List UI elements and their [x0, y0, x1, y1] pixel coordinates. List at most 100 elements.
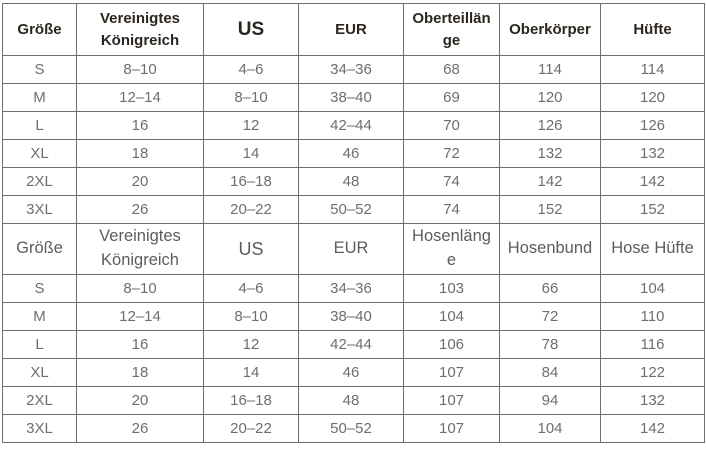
column-header-size: Größe: [2, 3, 77, 56]
table-cell: 46: [298, 139, 404, 168]
table-cell: 94: [499, 385, 601, 415]
table-cell: 103: [403, 273, 500, 303]
column-header-eur: EUR: [298, 3, 404, 56]
column-header-uk: Vereinigtes Königreich: [76, 3, 204, 56]
size-label: S: [2, 55, 77, 84]
table-cell: 110: [600, 301, 705, 331]
size-label: S: [2, 273, 77, 303]
column-header-pants-length: Hosenlänge: [403, 223, 500, 275]
bottom-header-row: Größe Vereinigtes Königreich US EUR Hose…: [2, 223, 705, 275]
column-header-pants-waist: Hosenbund: [499, 223, 601, 275]
table-cell: 26: [76, 413, 204, 443]
table-row-bottom-xl: XL 18 14 46 107 84 122: [2, 357, 705, 387]
table-cell: 16: [76, 111, 204, 140]
table-cell: 68: [403, 55, 500, 84]
table-cell: 104: [403, 301, 500, 331]
column-header-uk: Vereinigtes Königreich: [76, 223, 204, 275]
table-cell: 142: [499, 167, 601, 196]
table-cell: 120: [600, 83, 705, 112]
table-cell: 8–10: [76, 273, 204, 303]
table-cell: 18: [76, 357, 204, 387]
table-cell: 74: [403, 167, 500, 196]
table-cell: 8–10: [203, 83, 299, 112]
table-cell: 104: [499, 413, 601, 443]
table-row-bottom-3xl: 3XL 26 20–22 50–52 107 104 142: [2, 413, 705, 443]
table-cell: 152: [600, 195, 705, 224]
table-cell: 48: [298, 385, 404, 415]
table-cell: 104: [600, 273, 705, 303]
table-cell: 66: [499, 273, 601, 303]
table-row-bottom-2xl: 2XL 20 16–18 48 107 94 132: [2, 385, 705, 415]
size-label: XL: [2, 139, 77, 168]
column-header-top-length: Oberteillänge: [403, 3, 500, 56]
table-cell: 14: [203, 139, 299, 168]
table-cell: 18: [76, 139, 204, 168]
table-cell: 106: [403, 329, 500, 359]
table-cell: 12–14: [76, 301, 204, 331]
table-cell: 42–44: [298, 329, 404, 359]
table-cell: 16–18: [203, 385, 299, 415]
table-cell: 142: [600, 413, 705, 443]
table-cell: 20–22: [203, 413, 299, 443]
table-cell: 122: [600, 357, 705, 387]
table-cell: 20: [76, 167, 204, 196]
table-row-bottom-l: L 16 12 42–44 106 78 116: [2, 329, 705, 359]
table-row-top-l: L 16 12 42–44 70 126 126: [2, 111, 705, 140]
top-header-row: Größe Vereinigtes Königreich US EUR Ober…: [2, 3, 705, 56]
table-cell: 142: [600, 167, 705, 196]
size-label: XL: [2, 357, 77, 387]
size-label: M: [2, 301, 77, 331]
table-row-top-3xl: 3XL 26 20–22 50–52 74 152 152: [2, 195, 705, 224]
column-header-pants-hip: Hose Hüfte: [600, 223, 705, 275]
table-cell: 72: [499, 301, 601, 331]
table-cell: 20: [76, 385, 204, 415]
table-cell: 72: [403, 139, 500, 168]
table-cell: 12–14: [76, 83, 204, 112]
size-label: 2XL: [2, 167, 77, 196]
table-cell: 12: [203, 329, 299, 359]
table-cell: 70: [403, 111, 500, 140]
size-label: L: [2, 329, 77, 359]
table-row-top-xl: XL 18 14 46 72 132 132: [2, 139, 705, 168]
table-row-bottom-s: S 8–10 4–6 34–36 103 66 104: [2, 273, 705, 303]
table-row-top-2xl: 2XL 20 16–18 48 74 142 142: [2, 167, 705, 196]
table-cell: 69: [403, 83, 500, 112]
size-label: L: [2, 111, 77, 140]
table-cell: 120: [499, 83, 601, 112]
table-cell: 107: [403, 385, 500, 415]
size-label: 2XL: [2, 385, 77, 415]
table-cell: 132: [499, 139, 601, 168]
table-cell: 107: [403, 357, 500, 387]
table-cell: 48: [298, 167, 404, 196]
table-cell: 26: [76, 195, 204, 224]
table-cell: 74: [403, 195, 500, 224]
column-header-size: Größe: [2, 223, 77, 275]
table-cell: 114: [600, 55, 705, 84]
table-cell: 116: [600, 329, 705, 359]
table-cell: 126: [499, 111, 601, 140]
table-row-bottom-m: M 12–14 8–10 38–40 104 72 110: [2, 301, 705, 331]
table-cell: 20–22: [203, 195, 299, 224]
table-cell: 42–44: [298, 111, 404, 140]
table-cell: 12: [203, 111, 299, 140]
table-cell: 34–36: [298, 55, 404, 84]
table-cell: 132: [600, 139, 705, 168]
table-cell: 34–36: [298, 273, 404, 303]
table-cell: 50–52: [298, 413, 404, 443]
table-cell: 16–18: [203, 167, 299, 196]
table-cell: 38–40: [298, 301, 404, 331]
size-chart-table: Größe Vereinigtes Königreich US EUR Ober…: [2, 3, 705, 443]
table-cell: 84: [499, 357, 601, 387]
table-cell: 152: [499, 195, 601, 224]
size-label: 3XL: [2, 413, 77, 443]
column-header-us: US: [203, 223, 299, 275]
table-cell: 46: [298, 357, 404, 387]
table-cell: 4–6: [203, 273, 299, 303]
table-cell: 126: [600, 111, 705, 140]
table-cell: 132: [600, 385, 705, 415]
table-cell: 107: [403, 413, 500, 443]
table-cell: 8–10: [76, 55, 204, 84]
table-cell: 4–6: [203, 55, 299, 84]
column-header-eur: EUR: [298, 223, 404, 275]
table-row-top-s: S 8–10 4–6 34–36 68 114 114: [2, 55, 705, 84]
